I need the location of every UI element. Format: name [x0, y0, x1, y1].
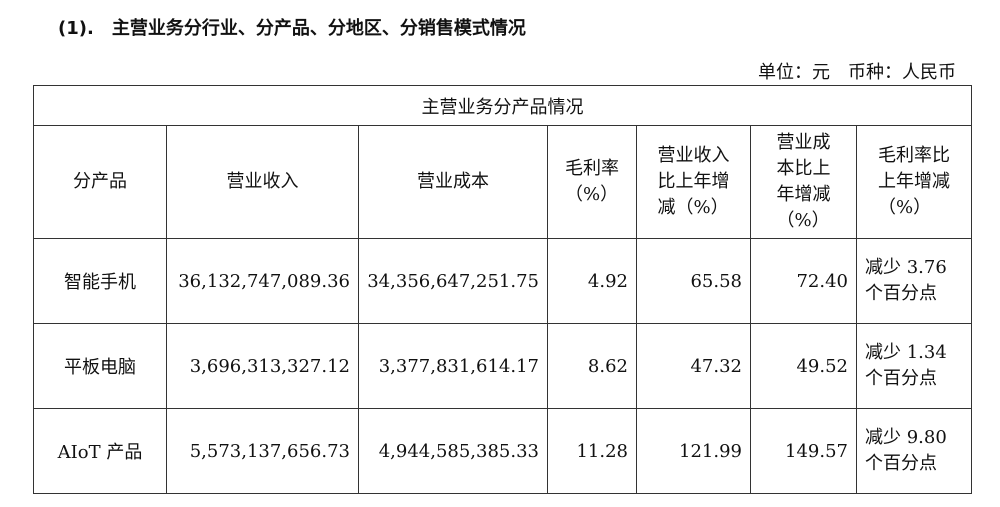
product-name-cell: 智能手机	[33, 238, 167, 324]
table-caption: 主营业务分产品情况	[33, 85, 972, 126]
revenue-cell: 5,573,137,656.73	[166, 408, 359, 494]
cost-change-cell: 72.40	[750, 238, 857, 324]
cost-change-cell: 149.57	[750, 408, 857, 494]
margin-change-cell: 减少 3.76 个百分点	[856, 238, 972, 324]
cost-cell: 3,377,831,614.17	[358, 323, 548, 409]
gross-margin-cell: 8.62	[547, 323, 637, 409]
column-header: 营业收入	[166, 125, 359, 239]
table-row: AIoT 产品 5,573,137,656.73 4,944,585,385.33 1…	[33, 408, 972, 494]
revenue-change-cell: 47.32	[636, 323, 751, 409]
cost-cell: 34,356,647,251.75	[358, 238, 548, 324]
revenue-cell: 36,132,747,089.36	[166, 238, 359, 324]
margin-change-cell: 减少 1.34 个百分点	[856, 323, 972, 409]
cost-change-cell: 49.52	[750, 323, 857, 409]
gross-margin-cell: 4.92	[547, 238, 637, 324]
column-header: 营业成本	[358, 125, 548, 239]
column-header: 毛利率（%）	[547, 125, 637, 239]
product-revenue-table: 主营业务分产品情况 分产品 营业收入 营业成本 毛利率（%） 营业收入比上年增减（%） 营…	[33, 85, 972, 494]
column-header: 毛利率比上年增减（%）	[856, 125, 972, 239]
product-name-cell: AIoT 产品	[33, 408, 167, 494]
revenue-cell: 3,696,313,327.12	[166, 323, 359, 409]
table-row: 平板电脑 3,696,313,327.12 3,377,831,614.17 8.62…	[33, 323, 972, 409]
cost-cell: 4,944,585,385.33	[358, 408, 548, 494]
product-name-cell: 平板电脑	[33, 323, 167, 409]
table-row: 智能手机 36,132,747,089.36 34,356,647,251.75 4.…	[33, 238, 972, 324]
margin-change-cell: 减少 9.80 个百分点	[856, 408, 972, 494]
column-header-text: 营业成本比上年增减（%）	[776, 132, 831, 231]
section-heading: (1). 主营业务分行业、分产品、分地区、分销售模式情况	[58, 18, 526, 39]
column-header: 营业收入比上年增减（%）	[636, 125, 751, 239]
column-header: 分产品	[33, 125, 167, 239]
unit-currency-note: 单位：元 币种：人民币	[758, 62, 956, 83]
revenue-change-cell: 65.58	[636, 238, 751, 324]
column-header-text: 毛利率（%）	[565, 158, 619, 205]
column-header: 营业成本比上年增减（%）	[750, 125, 857, 239]
revenue-change-cell: 121.99	[636, 408, 751, 494]
gross-margin-cell: 11.28	[547, 408, 637, 494]
column-header-text: 营业收入比上年增减（%）	[657, 145, 730, 218]
column-header-text: 毛利率比上年增减（%）	[878, 145, 950, 218]
